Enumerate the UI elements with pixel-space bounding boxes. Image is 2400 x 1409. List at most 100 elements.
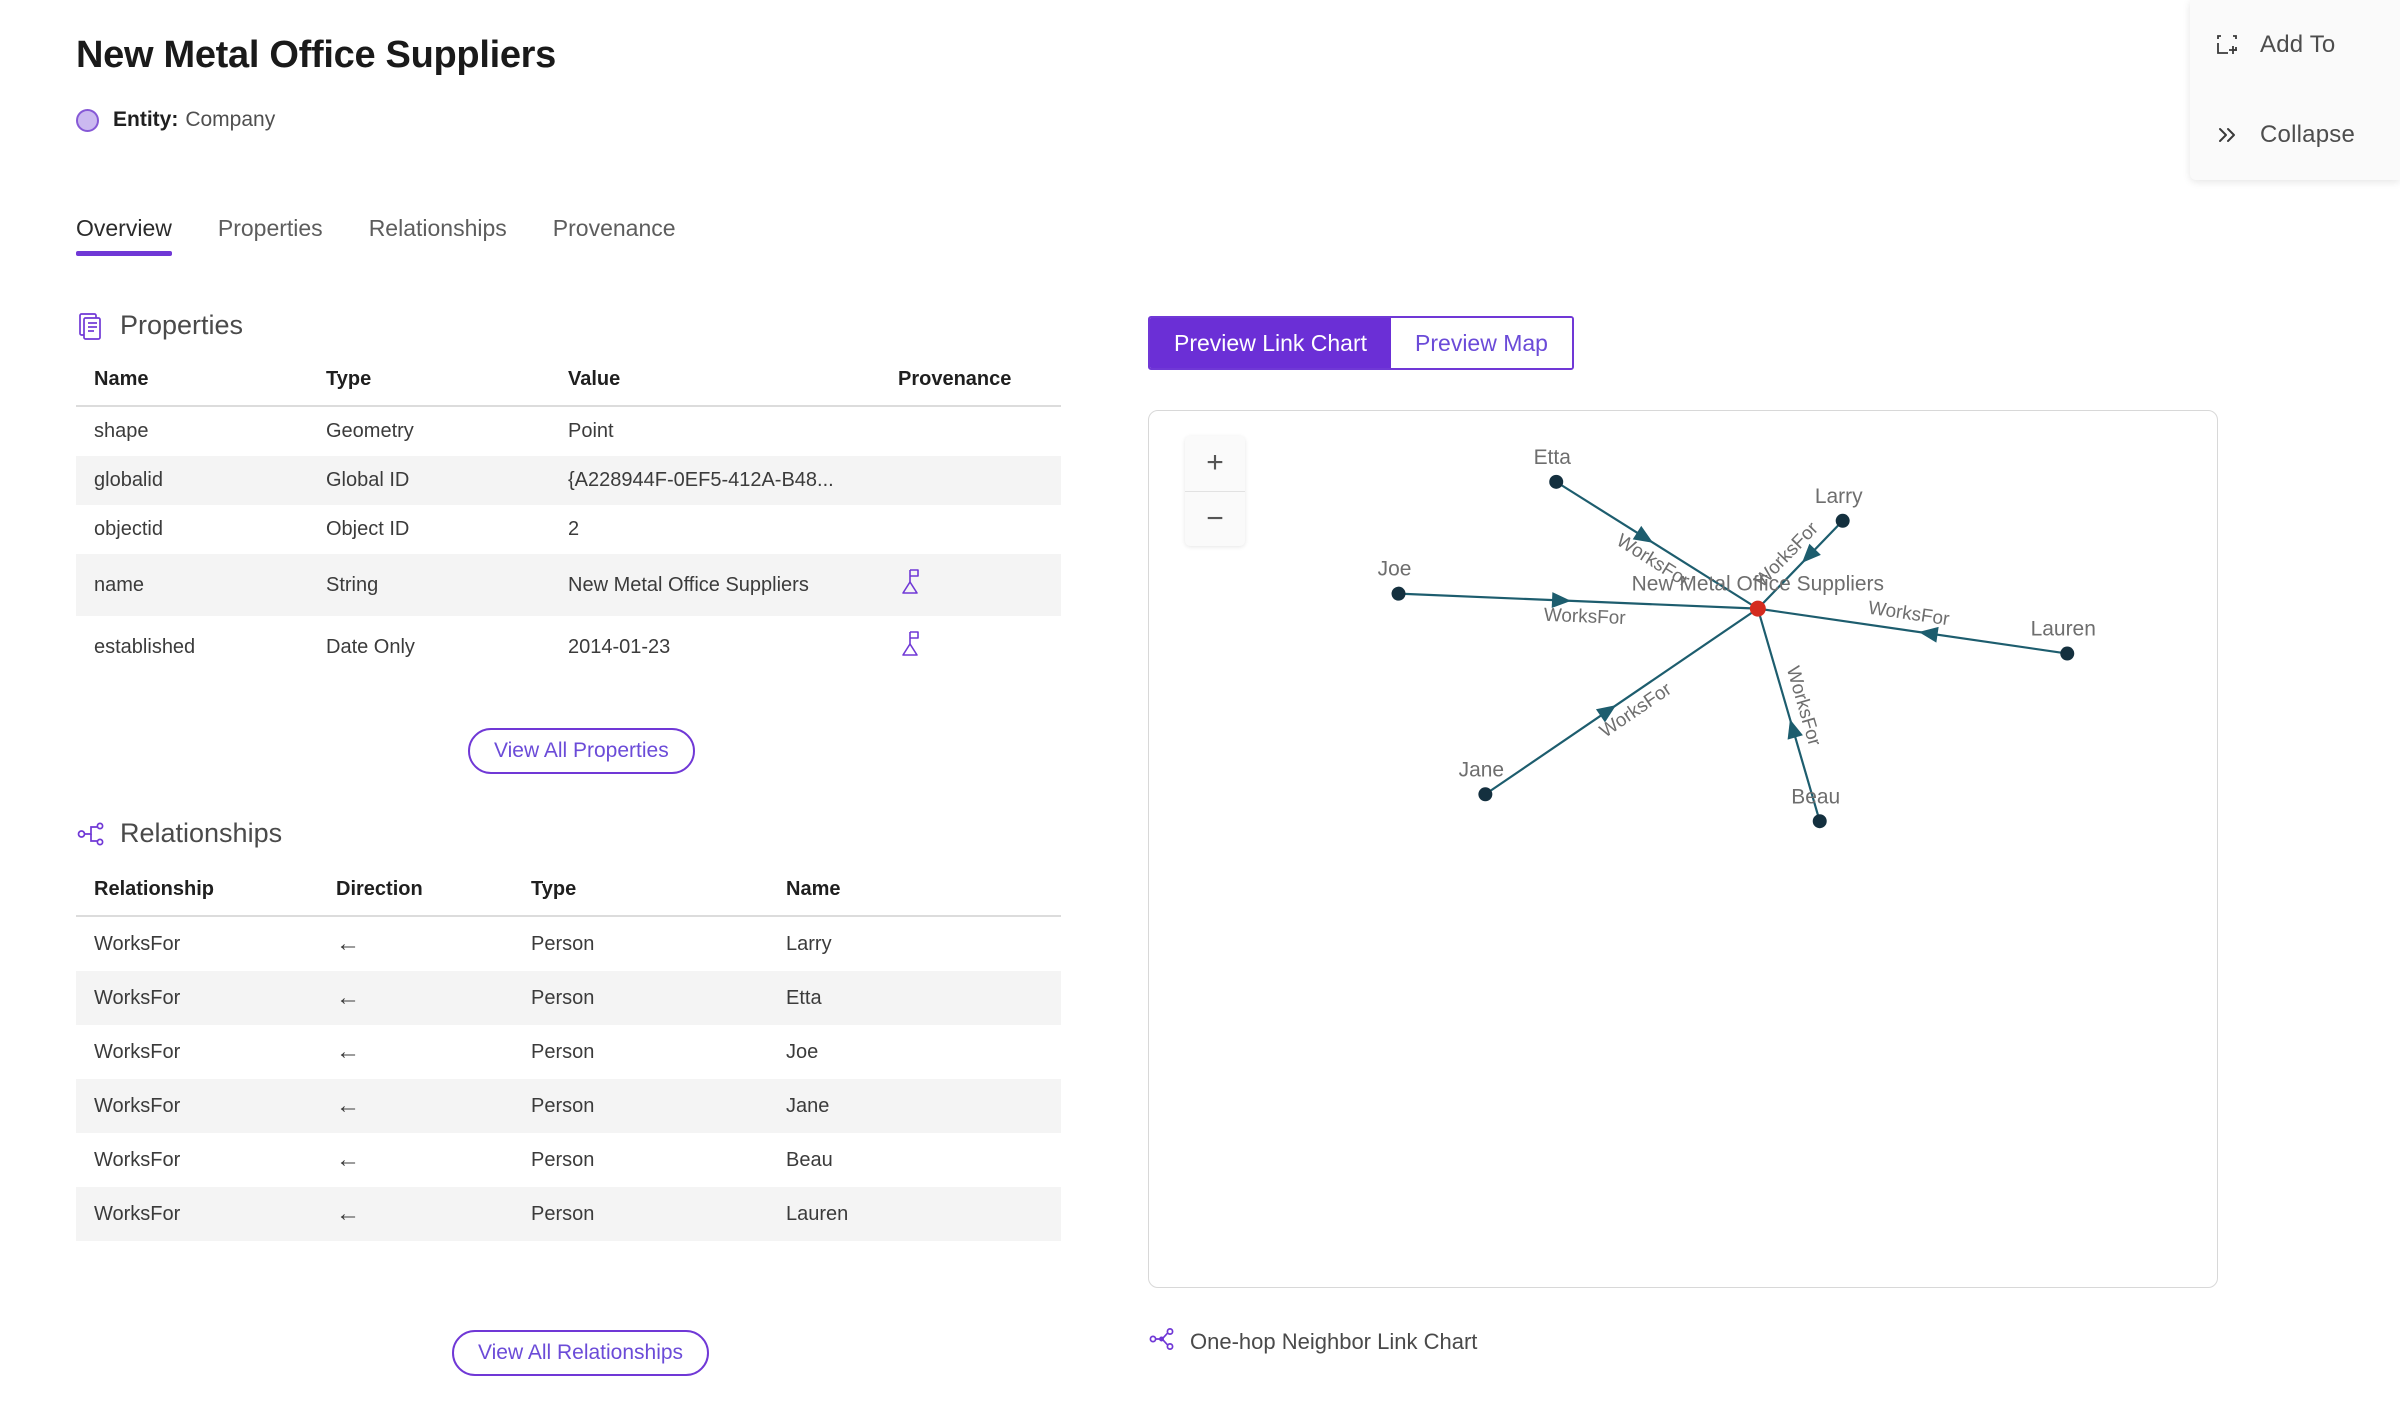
add-to-icon — [2212, 30, 2242, 60]
col-direction: Direction — [336, 878, 531, 917]
zoom-controls: + − — [1185, 436, 1245, 546]
relationship-type-link[interactable]: WorksFor — [94, 932, 181, 955]
relationship-entity-type: Person — [531, 1094, 595, 1117]
link-chart-panel[interactable]: + − WorksFor WorksFor WorksFor WorksFor Work… — [1148, 410, 2218, 1288]
graph-node[interactable] — [1812, 814, 1827, 829]
relationship-entity-type: Person — [531, 932, 595, 955]
property-provenance-cell — [898, 456, 1061, 505]
table-row: WorksFor ← Person Joe — [76, 1025, 1061, 1079]
table-row: name String New Metal Office Suppliers — [76, 554, 1061, 616]
relationship-name-link[interactable]: Joe — [786, 1040, 819, 1063]
page-title: New Metal Office Suppliers — [76, 34, 556, 76]
link-chart-icon — [1148, 1325, 1176, 1358]
graph-center-node[interactable] — [1749, 600, 1766, 617]
relationship-direction: ← — [336, 1146, 360, 1173]
properties-table: Name Type Value Provenance shape Geometry… — [76, 368, 1061, 678]
graph-node-label: Etta — [1534, 446, 1572, 469]
graph-node[interactable] — [1391, 586, 1406, 601]
tab-overview[interactable]: Overview — [76, 215, 172, 256]
graph-node-label: Beau — [1791, 785, 1840, 808]
col-name: Name — [76, 368, 326, 407]
relationship-type-link[interactable]: WorksFor — [94, 1094, 181, 1117]
graph-node-label: Lauren — [2031, 618, 2096, 641]
properties-section-header: Properties — [76, 310, 243, 341]
graph-edge-arrowhead — [1551, 592, 1571, 609]
property-value: New Metal Office Suppliers — [568, 573, 809, 596]
graph-edge[interactable] — [1757, 607, 2068, 655]
relationship-type-link[interactable]: WorksFor — [94, 986, 181, 1009]
relationships-table: Relationship Direction Type Name WorksFo… — [76, 878, 1061, 1241]
property-type: Date Only — [326, 635, 415, 658]
col-provenance: Provenance — [898, 368, 1061, 407]
detail-tabs: Overview Properties Relationships Proven… — [76, 215, 722, 256]
property-type: Global ID — [326, 469, 410, 491]
graph-node-label: Larry — [1815, 485, 1863, 508]
relationship-direction: ← — [336, 1038, 360, 1065]
graph-nodes: Etta Larry Joe Lauren Jane Beau New Metal Offi… — [1378, 446, 2096, 829]
relationship-direction: ← — [336, 930, 360, 957]
tab-properties[interactable]: Properties — [217, 215, 323, 241]
collapse-button[interactable]: Collapse — [2190, 90, 2400, 180]
properties-table-header-row: Name Type Value Provenance — [76, 368, 1061, 407]
graph-node[interactable] — [1835, 513, 1850, 528]
graph-edge-arrowhead — [1801, 543, 1821, 563]
add-to-button[interactable]: Add To — [2190, 0, 2400, 90]
graph-edge[interactable] — [1398, 592, 1758, 610]
table-row: WorksFor ← Person Larry — [76, 916, 1061, 971]
provenance-flag-icon[interactable] — [898, 631, 924, 664]
property-value: 2014-01-23 — [568, 635, 671, 658]
relationships-table-header-row: Relationship Direction Type Name — [76, 878, 1061, 917]
graph-node[interactable] — [1549, 474, 1564, 489]
relationship-name-link[interactable]: Jane — [786, 1094, 830, 1117]
view-all-relationships-button[interactable]: View All Relationships — [452, 1330, 710, 1376]
relationship-entity-type: Person — [531, 1040, 595, 1063]
property-provenance-cell — [898, 406, 1061, 456]
relationship-name-link[interactable]: Lauren — [786, 1202, 849, 1225]
table-row: WorksFor ← Person Jane — [76, 1079, 1061, 1133]
relationship-type-link[interactable]: WorksFor — [94, 1202, 181, 1225]
relationship-name-link[interactable]: Larry — [786, 932, 832, 955]
view-all-properties-button[interactable]: View All Properties — [468, 728, 695, 774]
relationship-type-link[interactable]: WorksFor — [94, 1040, 181, 1063]
preview-link-chart-tab[interactable]: Preview Link Chart — [1150, 318, 1392, 368]
tab-relationships[interactable]: Relationships — [368, 215, 507, 241]
graph-edge[interactable] — [1756, 608, 1821, 822]
table-row: WorksFor ← Person Lauren — [76, 1187, 1061, 1241]
relationship-type-link[interactable]: WorksFor — [94, 1148, 181, 1171]
relationships-graph-icon — [76, 819, 106, 849]
graph-center-node-label: New Metal Office Suppliers — [1632, 573, 1884, 596]
relationship-direction: ← — [336, 984, 360, 1011]
relationship-name-link[interactable]: Beau — [786, 1148, 833, 1171]
relationship-entity-type: Person — [531, 1202, 595, 1225]
zoom-in-button[interactable]: + — [1206, 446, 1224, 480]
property-type: Object ID — [326, 518, 410, 540]
provenance-flag-icon[interactable] — [898, 569, 924, 602]
preview-map-tab[interactable]: Preview Map — [1391, 318, 1572, 368]
action-panel: Add To Collapse — [2190, 0, 2400, 180]
entity-type-line: Entity: Company — [76, 108, 275, 132]
property-provenance-cell — [898, 554, 1061, 616]
graph-edge[interactable] — [1484, 607, 1759, 796]
properties-heading: Properties — [120, 310, 244, 340]
relationships-section-header: Relationships — [76, 818, 282, 849]
chart-caption: One-hop Neighbor Link Chart — [1148, 1325, 1477, 1358]
graph-edge-arrowhead — [1918, 626, 1939, 643]
tab-provenance[interactable]: Provenance — [552, 215, 676, 241]
property-value: 2 — [568, 518, 580, 540]
zoom-out-button[interactable]: − — [1185, 490, 1245, 547]
graph-node[interactable] — [2060, 646, 2075, 661]
table-row: WorksFor ← Person Etta — [76, 971, 1061, 1025]
table-row: globalid Global ID {A228944F-0EF5-412A-B48… — [76, 456, 1061, 505]
graph-node[interactable] — [1478, 787, 1493, 802]
entity-label: Entity: — [113, 108, 179, 131]
double-chevron-right-icon — [2212, 120, 2242, 150]
graph-edge[interactable] — [1757, 520, 1844, 610]
graph-edge-arrowhead — [1595, 705, 1617, 723]
graph-edge-arrowhead — [1787, 719, 1803, 740]
relationships-heading: Relationships — [120, 818, 283, 848]
relationship-entity-type: Person — [531, 1148, 595, 1171]
add-to-label: Add To — [2260, 31, 2336, 58]
relationship-name-link[interactable]: Etta — [786, 986, 822, 1009]
graph-edge[interactable] — [1555, 480, 1759, 610]
